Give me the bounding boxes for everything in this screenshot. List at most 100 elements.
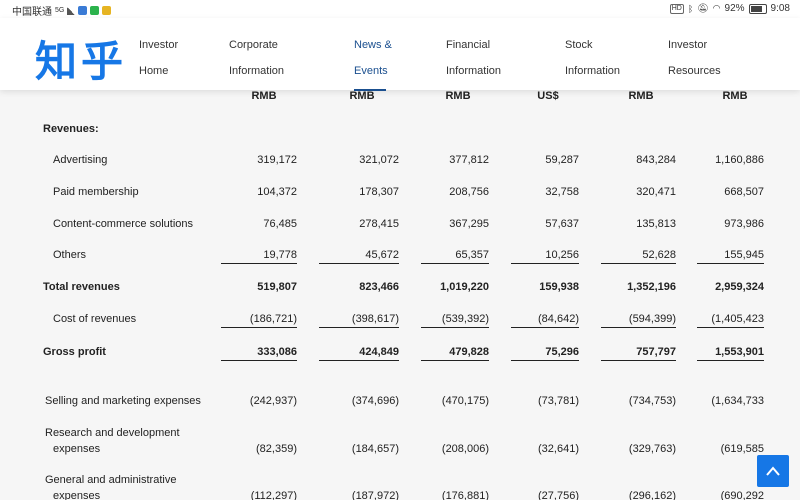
nav-label: News & — [354, 39, 392, 51]
row-label: Advertising — [53, 154, 108, 166]
row-label: Total revenues — [43, 281, 120, 293]
table-cell: (374,696) — [351, 395, 399, 407]
nav-label: Stock — [565, 39, 593, 51]
table-cell: 75,296 — [511, 344, 579, 361]
table-cell: 278,415 — [359, 218, 399, 230]
table-cell: 32,758 — [545, 186, 579, 198]
table-cell: 377,812 — [449, 154, 489, 166]
table-cell: 45,672 — [319, 247, 399, 264]
table-cell: (539,392) — [421, 311, 489, 328]
network-label: 5G — [55, 7, 65, 14]
table-cell: 57,637 — [545, 218, 579, 230]
financial-table: RMB RMB RMB US$ RMB RMB Revenues: Advert… — [0, 90, 800, 500]
table-cell: (296,162) — [628, 490, 676, 500]
table-cell: (690,292 — [720, 490, 764, 500]
nav-news-events[interactable]: News & Events — [354, 32, 392, 91]
notification-icon — [102, 6, 112, 15]
table-cell: 1,019,220 — [440, 281, 489, 293]
currency-header: RMB — [251, 90, 277, 102]
table-cell: 1,553,901 — [697, 344, 764, 361]
table-cell: (619,585 — [720, 443, 764, 455]
table-cell: 10,256 — [511, 247, 579, 264]
nav-label: Home — [139, 65, 169, 77]
table-cell: 76,485 — [263, 218, 297, 230]
table-cell: (1,634,733 — [711, 395, 764, 407]
table-cell: 59,287 — [545, 154, 579, 166]
nav-label: Financial — [446, 39, 491, 51]
table-cell: 424,849 — [319, 344, 399, 361]
row-label: Cost of revenues — [53, 313, 137, 325]
table-cell: 479,828 — [421, 344, 489, 361]
currency-header: RMB — [445, 90, 471, 102]
table-cell: (186,721) — [221, 311, 297, 328]
table-cell: (84,642) — [511, 311, 579, 328]
row-label: General and administrative — [45, 474, 177, 486]
site-header: 知乎 Investor Home Corporate Information N… — [0, 18, 800, 91]
table-cell: (398,617) — [319, 311, 399, 328]
table-cell: 843,284 — [636, 154, 676, 166]
table-cell: 135,813 — [636, 218, 676, 230]
table-cell: (82,359) — [256, 443, 297, 455]
signal-icon — [67, 6, 76, 15]
table-cell: 178,307 — [359, 186, 399, 198]
nav-label: Corporate — [229, 39, 278, 51]
table-cell: 823,466 — [359, 281, 399, 293]
currency-header: RMB — [722, 90, 748, 102]
nav-label: Information — [229, 65, 285, 77]
table-cell: 159,938 — [539, 281, 579, 293]
nav-stock-information[interactable]: Stock Information — [565, 32, 620, 84]
table-cell: 319,172 — [257, 154, 297, 166]
nav-label: Investor — [668, 39, 708, 51]
table-cell: 668,507 — [724, 186, 764, 198]
hd-badge: HD — [669, 3, 684, 14]
table-cell: 1,352,196 — [627, 281, 676, 293]
clock: 9:08 — [770, 3, 790, 14]
nav-corporate-information[interactable]: Corporate Information — [229, 32, 284, 84]
currency-header: RMB — [349, 90, 375, 102]
table-cell: (176,881) — [441, 490, 489, 500]
table-cell: 208,756 — [449, 186, 489, 198]
table-cell: (187,972) — [351, 490, 399, 500]
active-nav-underline — [354, 89, 386, 91]
table-cell: (734,753) — [628, 395, 676, 407]
nav-investor-resources[interactable]: Investor Resources — [668, 32, 721, 84]
table-cell: 155,945 — [697, 247, 764, 264]
table-cell: 19,778 — [221, 247, 297, 264]
row-label: Selling and marketing expenses — [45, 395, 201, 407]
mute-icon: 🔕︎ — [697, 3, 709, 13]
table-cell: 321,072 — [359, 154, 399, 166]
zhihu-logo[interactable]: 知乎 — [35, 37, 128, 86]
nav-investor-home[interactable]: Investor Home — [139, 32, 178, 84]
table-cell: (27,756) — [538, 490, 579, 500]
nav-label: Investor — [139, 39, 179, 51]
nav-label: Information — [565, 65, 621, 77]
revenues-heading: Revenues: — [43, 123, 99, 135]
table-cell: (73,781) — [538, 395, 579, 407]
row-label: Content-commerce solutions — [53, 218, 194, 230]
table-cell: (112,297) — [250, 490, 297, 500]
row-label: Research and development — [45, 427, 180, 439]
table-cell: 104,372 — [257, 186, 297, 198]
currency-header: US$ — [537, 90, 559, 102]
table-cell: 1,160,886 — [715, 154, 764, 166]
wifi-icon: ◠ — [712, 3, 721, 13]
table-cell: 2,959,324 — [715, 281, 764, 293]
nav-financial-information[interactable]: Financial Information — [446, 32, 501, 84]
table-cell: 320,471 — [636, 186, 676, 198]
table-cell: (594,399) — [601, 311, 676, 328]
table-cell: 757,797 — [601, 344, 676, 361]
app-notification-icon — [78, 6, 88, 15]
wechat-icon — [90, 6, 100, 15]
carrier-label: 中国联通 — [12, 7, 52, 18]
table-cell: (208,006) — [441, 443, 489, 455]
row-label: Gross profit — [43, 346, 106, 358]
nav-label: Events — [354, 65, 388, 77]
row-label-continued: expenses — [53, 490, 101, 500]
scroll-to-top-button[interactable] — [757, 455, 789, 487]
table-cell: 52,628 — [601, 247, 676, 264]
nav-label: Resources — [668, 65, 721, 77]
table-cell: (1,405,423 — [697, 311, 764, 328]
chevron-up-icon — [766, 466, 780, 476]
table-cell: 333,086 — [221, 344, 297, 361]
battery-percent: 92% — [724, 3, 745, 14]
